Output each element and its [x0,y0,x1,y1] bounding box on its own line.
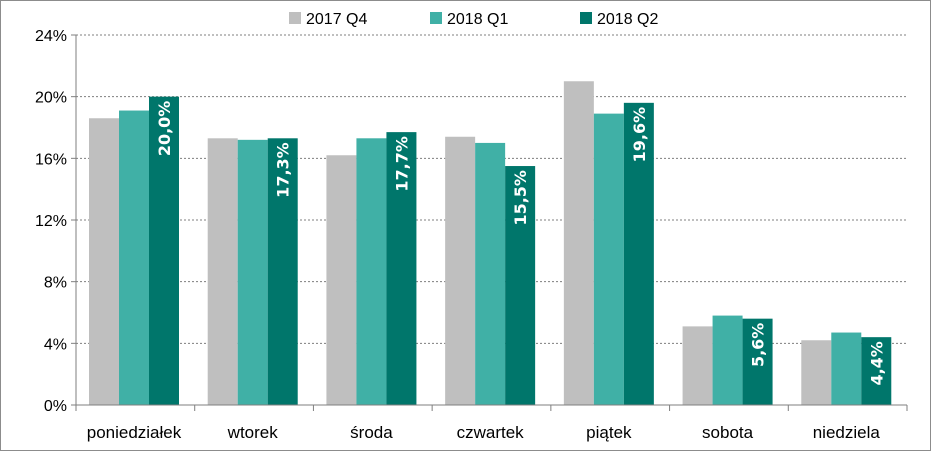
data-label: 17,7% [392,136,411,192]
y-tick-label: 24% [35,28,67,45]
category-label: piątek [586,423,632,442]
bar [623,102,654,405]
category-label: wtorek [227,423,279,442]
category-label: poniedziałek [87,423,182,442]
category-label: niedziela [813,423,881,442]
y-tick-label: 4% [44,336,67,353]
bar [386,132,417,405]
y-tick-label: 12% [35,213,67,230]
bar [267,138,298,405]
legend: 2017 Q4 2018 Q1 2018 Q2 [289,11,658,28]
legend-swatch [580,12,592,24]
data-label: 4,4% [867,341,886,385]
bar [563,81,594,405]
legend-label: 2018 Q2 [597,11,658,28]
bar [861,337,892,405]
category-label: środa [350,423,393,442]
bar [207,138,238,405]
bar [742,318,773,405]
axis-layer [71,34,908,411]
y-tick-label: 20% [35,90,67,107]
data-label: 5,6% [749,323,768,367]
legend-swatch [289,12,301,24]
bar [445,136,476,405]
category-label: sobota [702,423,754,442]
legend-label: 2018 Q1 [447,11,508,28]
bar [237,139,268,406]
bar [89,118,119,405]
legend-swatch [430,12,442,24]
data-label: 17,3% [274,142,293,198]
y-tick-label: 16% [35,151,67,168]
y-tick-label: 8% [44,275,67,292]
bar [712,315,743,405]
bar [682,326,713,405]
bar [356,138,387,405]
bar [119,110,149,406]
labels-layer: 0% 4% 8% 12% 16% 20% 24% 20,0% poniedziałek 17,3%… [35,28,886,442]
legend-label: 2017 Q4 [306,11,367,28]
bar [149,96,179,406]
data-label: 20,0% [155,101,174,157]
data-label: 19,6% [630,107,649,163]
bar [475,142,506,405]
y-tick-label: 0% [44,398,67,415]
bar [326,155,357,405]
category-label: czwartek [457,423,525,442]
bar [593,113,624,405]
data-label: 15,5% [511,170,530,226]
bar [831,332,862,405]
bars-layer [89,81,892,406]
bar [801,340,832,405]
bar [505,166,536,405]
